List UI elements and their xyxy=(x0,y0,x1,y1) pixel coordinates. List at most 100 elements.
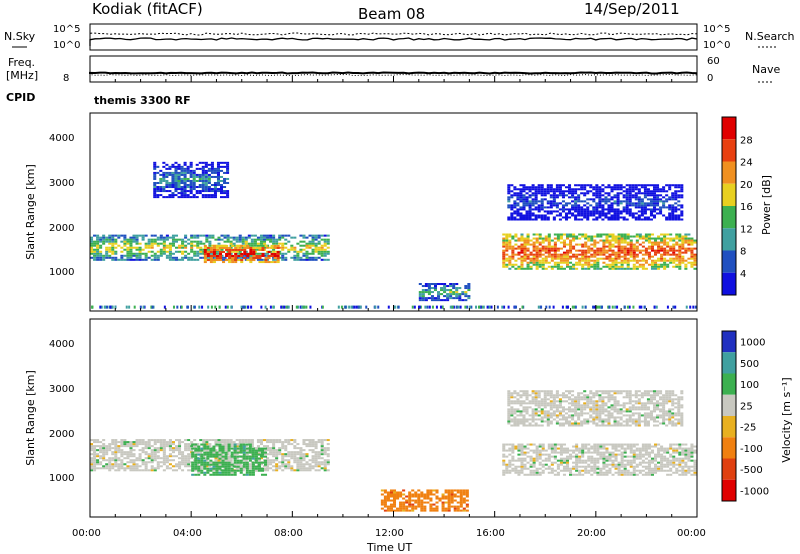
velocity-cell-0 xyxy=(311,443,315,446)
velocity-cell-0 xyxy=(311,445,315,448)
velocity-cell-0 xyxy=(117,441,121,444)
power-cell-2 xyxy=(207,188,211,191)
power-cell-4 xyxy=(663,247,667,250)
power-cell-4 xyxy=(505,241,509,244)
power-cell-4 xyxy=(547,241,551,244)
power-cell-2 xyxy=(183,173,187,176)
power-cell-0 xyxy=(117,234,121,237)
power-cell-5 xyxy=(613,184,617,187)
power-cell-4 xyxy=(687,237,691,240)
power-cell-4 xyxy=(611,257,615,260)
velocity-cell-3 xyxy=(547,465,551,468)
velocity-cell-2 xyxy=(408,497,412,500)
power-cell-2 xyxy=(183,171,187,174)
power-cell-5 xyxy=(631,212,635,215)
velocity-cell-0 xyxy=(266,449,270,452)
power-cell-5 xyxy=(640,206,644,209)
power-cell-0 xyxy=(181,238,185,241)
power-cell-0 xyxy=(99,244,103,247)
velocity-cell-0 xyxy=(105,449,109,452)
power-cell-4 xyxy=(620,241,624,244)
power-cell-4 xyxy=(654,251,658,254)
power-cell-4 xyxy=(584,261,588,264)
velocity-cell-0 xyxy=(132,467,136,470)
power-cell-4 xyxy=(581,265,585,268)
power-cell-0 xyxy=(278,236,282,239)
power-cell-4 xyxy=(535,245,539,248)
power-cell-4 xyxy=(684,241,688,244)
power-cell-5 xyxy=(662,204,666,207)
velocity-cell-0 xyxy=(108,463,112,466)
velocity-cell-3 xyxy=(578,455,582,458)
power-cell-0 xyxy=(235,236,239,239)
power-cell-4 xyxy=(626,243,630,246)
power-cell-0 xyxy=(196,244,200,247)
velocity-cell-3 xyxy=(647,451,651,454)
velocity-cell-3 xyxy=(596,453,600,456)
velocity-cell-1 xyxy=(212,471,216,474)
power-cell-4 xyxy=(681,245,685,248)
velocity-cell-0 xyxy=(262,439,267,442)
velocity-cell-0 xyxy=(120,443,124,446)
velocity-cell-3 xyxy=(602,467,606,470)
power-cell-4 xyxy=(581,249,585,252)
power-cell-5 xyxy=(649,194,653,197)
power-cell-4 xyxy=(556,233,560,236)
power-colorbar-frame xyxy=(721,116,737,296)
velocity-cell-0 xyxy=(202,455,206,458)
velocity-cell-0 xyxy=(223,439,227,442)
power-cell-2 xyxy=(216,161,220,164)
velocity-cell-2 xyxy=(402,503,406,506)
velocity-cell-3 xyxy=(569,471,573,474)
power-cell-5 xyxy=(595,210,599,213)
power-noise-cell xyxy=(513,305,516,309)
velocity-cell-1 xyxy=(197,447,201,450)
power-cell-4 xyxy=(523,249,527,252)
velocity-cell-0 xyxy=(299,461,303,464)
velocity-cell-0 xyxy=(205,459,209,462)
velocity-cell-3 xyxy=(593,467,597,470)
velocity-cell-1 xyxy=(203,453,207,456)
power-cell-4 xyxy=(626,237,630,240)
velocity-cell-0 xyxy=(293,439,297,442)
velocity-cell-3 xyxy=(623,443,627,446)
velocity-cell-3 xyxy=(523,463,527,466)
power-cell-1 xyxy=(261,261,265,264)
power-cell-1 xyxy=(273,252,277,256)
power-cell-5 xyxy=(668,208,672,211)
power-cell-0 xyxy=(165,238,169,241)
power-cell-4 xyxy=(693,267,697,270)
velocity-cell-3 xyxy=(602,473,606,476)
power-cell-5 xyxy=(519,212,523,215)
power-cell-2 xyxy=(210,171,214,174)
velocity-cell-3 xyxy=(572,461,576,464)
power-cell-4 xyxy=(502,253,506,256)
power-cell-4 xyxy=(657,243,661,246)
power-noise-cell xyxy=(193,305,196,309)
power-cell-0 xyxy=(193,236,197,239)
velocity-cell-0 xyxy=(302,439,306,442)
power-cell-4 xyxy=(544,249,548,252)
power-cell-4 xyxy=(650,249,655,252)
power-cell-2 xyxy=(174,161,178,164)
velocity-cell-0 xyxy=(275,469,279,472)
velocity-cell-0 xyxy=(126,455,130,458)
power-cell-5 xyxy=(652,186,657,189)
velocity-cell-1 xyxy=(212,453,216,456)
velocity-cell-1 xyxy=(254,461,258,464)
velocity-cell-0 xyxy=(296,443,300,446)
power-cell-4 xyxy=(532,233,536,236)
power-cell-0 xyxy=(111,252,115,255)
velocity-cell-3 xyxy=(535,459,539,462)
power-cell-5 xyxy=(586,212,590,215)
velocity-cell-3 xyxy=(562,447,566,450)
power-noise-cell xyxy=(299,305,302,309)
velocity-cell-0 xyxy=(320,447,324,450)
velocity-cell-1 xyxy=(191,467,195,470)
velocity-cell-3 xyxy=(623,465,627,468)
power-noise-cell xyxy=(348,305,351,309)
power-cell-4 xyxy=(654,259,658,262)
power-cell-5 xyxy=(674,210,678,213)
power-noise-cell xyxy=(685,305,688,309)
power-cell-0 xyxy=(317,252,321,255)
